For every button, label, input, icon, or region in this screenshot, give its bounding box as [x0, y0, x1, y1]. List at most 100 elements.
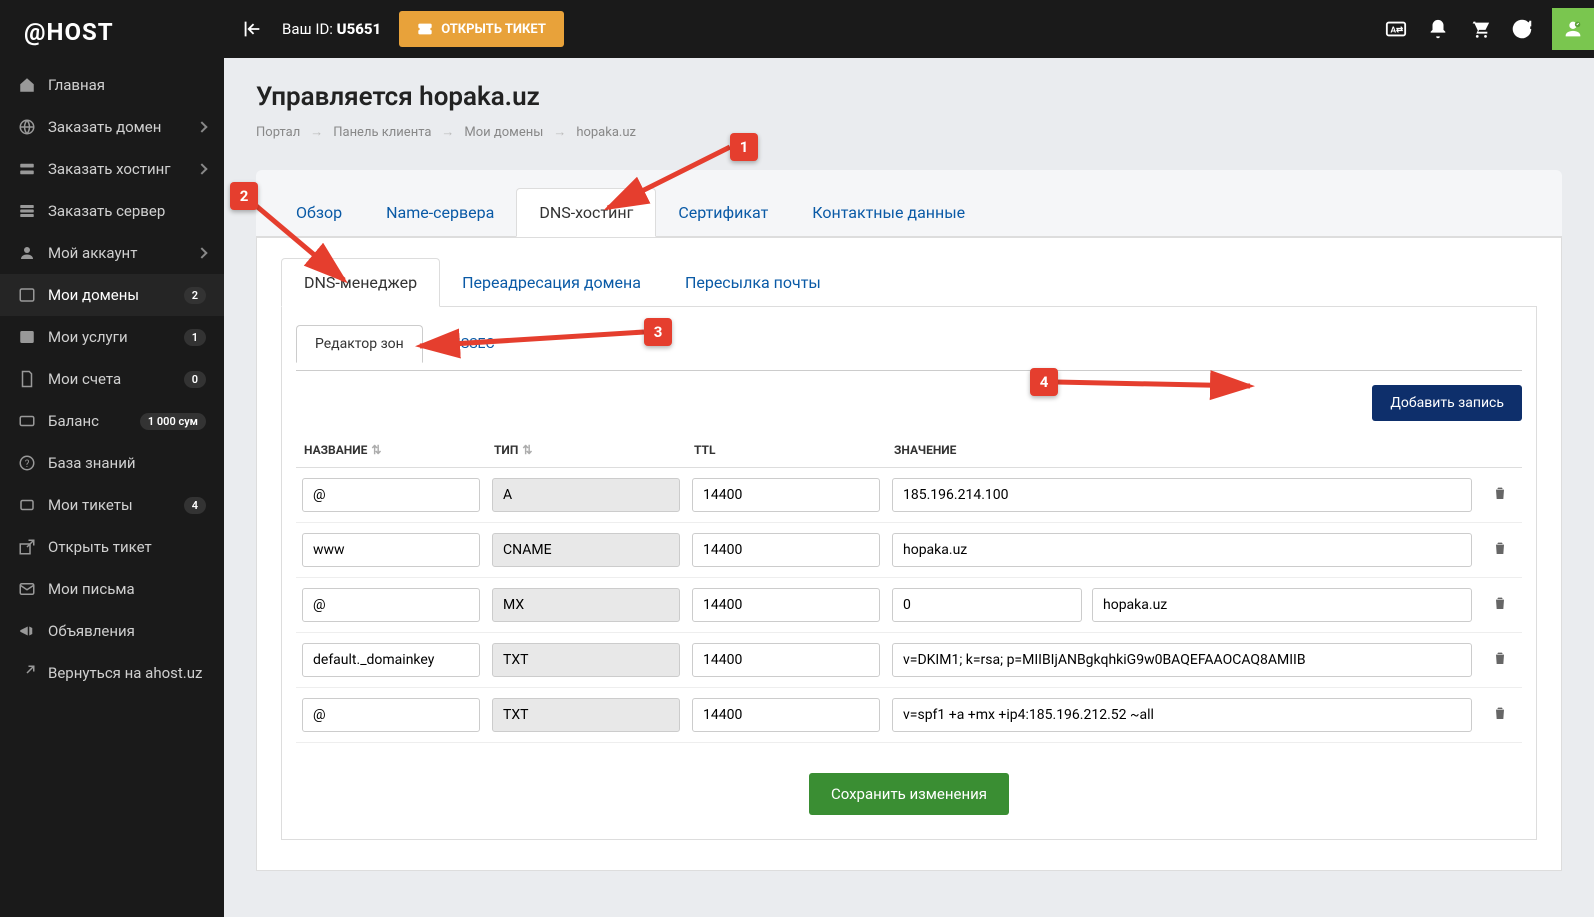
- sidebar-item[interactable]: Мои тикеты4: [0, 484, 224, 526]
- subpanel: Редактор зонDNSSEC Добавить запись НАЗВА…: [281, 307, 1537, 840]
- home-icon: [18, 76, 36, 94]
- announce-icon: [18, 622, 36, 640]
- inner-tabs: Редактор зонDNSSEC: [296, 325, 1522, 363]
- innertab[interactable]: DNSSEC: [423, 325, 514, 363]
- breadcrumb-item[interactable]: Портал: [256, 125, 300, 140]
- sidebar-item[interactable]: Заказать сервер: [0, 190, 224, 232]
- open-ticket-button[interactable]: ОТКРЫТЬ ТИКЕТ: [399, 11, 564, 47]
- sidebar-item[interactable]: Вернуться на ahost.uz: [0, 652, 224, 694]
- open-icon: [18, 538, 36, 556]
- dns-type-input[interactable]: [492, 478, 680, 512]
- exit-icon: [18, 664, 36, 682]
- sidebar-item-label: Вернуться на ahost.uz: [48, 664, 202, 682]
- sidebar-item-label: Открыть тикет: [48, 538, 152, 556]
- dns-value-input[interactable]: [892, 643, 1472, 677]
- table-row: [296, 523, 1522, 578]
- breadcrumb-item[interactable]: hopaka.uz: [576, 125, 636, 140]
- breadcrumb-item[interactable]: Панель клиента: [333, 125, 431, 140]
- breadcrumb-item[interactable]: Мои домены: [464, 125, 543, 140]
- delete-row-button[interactable]: [1492, 540, 1508, 560]
- dns-ttl-input[interactable]: [692, 478, 880, 512]
- sidebar-item-label: База знаний: [48, 454, 136, 472]
- tab-контактные данные[interactable]: Контактные данные: [790, 188, 987, 236]
- annotation-badge: 4: [1030, 368, 1058, 396]
- sidebar-item[interactable]: Мои письма: [0, 568, 224, 610]
- dns-value-input[interactable]: [892, 533, 1472, 567]
- tab-dns-хостинг[interactable]: DNS-хостинг: [516, 188, 656, 237]
- table-row: [296, 633, 1522, 688]
- dns-name-input[interactable]: [302, 643, 480, 677]
- th-ttl[interactable]: TTL: [686, 433, 886, 468]
- dns-name-input[interactable]: [302, 533, 480, 567]
- ticket-icon: [18, 496, 36, 514]
- dns-value-input[interactable]: [892, 698, 1472, 732]
- tab-сертификат[interactable]: Сертификат: [656, 188, 790, 236]
- dns-name-input[interactable]: [302, 698, 480, 732]
- save-changes-button[interactable]: Сохранить изменения: [809, 773, 1009, 815]
- dns-value-input[interactable]: [892, 478, 1472, 512]
- sidebar-item[interactable]: Заказать домен: [0, 106, 224, 148]
- dns-name-input[interactable]: [302, 588, 480, 622]
- add-record-button[interactable]: Добавить запись: [1372, 385, 1522, 421]
- dns-type-input[interactable]: [492, 533, 680, 567]
- subtab[interactable]: Переадресация домена: [440, 258, 663, 306]
- sidebar-item[interactable]: Мои домены2: [0, 274, 224, 316]
- subtab[interactable]: DNS-менеджер: [281, 258, 440, 307]
- sidebar-item[interactable]: Мои услуги1: [0, 316, 224, 358]
- sidebar-badge: 1: [184, 329, 206, 346]
- sidebar-item[interactable]: Мои счета0: [0, 358, 224, 400]
- sidebar-item[interactable]: Открыть тикет: [0, 526, 224, 568]
- annotation-badge: 2: [230, 182, 258, 210]
- collapse-sidebar-icon[interactable]: [240, 17, 264, 41]
- delete-row-button[interactable]: [1492, 650, 1508, 670]
- chevron-right-icon: [196, 247, 207, 258]
- sub-tabs: DNS-менеджерПереадресация доменаПересылк…: [281, 258, 1537, 307]
- dns-type-input[interactable]: [492, 588, 680, 622]
- wallet-icon: [18, 412, 36, 430]
- dns-ttl-input[interactable]: [692, 588, 880, 622]
- user-avatar-button[interactable]: [1552, 8, 1594, 50]
- subtab[interactable]: Пересылка почты: [663, 258, 843, 306]
- notification-bell-icon[interactable]: [1426, 17, 1450, 41]
- sidebar-item[interactable]: Объявления: [0, 610, 224, 652]
- dns-type-input[interactable]: [492, 643, 680, 677]
- table-row: [296, 468, 1522, 523]
- sidebar-item[interactable]: Главная: [0, 64, 224, 106]
- dns-priority-input[interactable]: [892, 588, 1082, 622]
- user-icon: [18, 244, 36, 262]
- refresh-icon[interactable]: [1510, 17, 1534, 41]
- tab-name-сервера[interactable]: Name-сервера: [364, 188, 516, 236]
- delete-row-button[interactable]: [1492, 485, 1508, 505]
- sidebar-item-label: Мои тикеты: [48, 496, 133, 514]
- cart-icon[interactable]: [1468, 17, 1492, 41]
- dns-type-input[interactable]: [492, 698, 680, 732]
- logo[interactable]: @HOST: [0, 0, 224, 64]
- dns-ttl-input[interactable]: [692, 533, 880, 567]
- sidebar-item[interactable]: Заказать хостинг: [0, 148, 224, 190]
- inner-panel: Добавить запись НАЗВАНИЕ⇅ ТИП⇅ TTL ЗНАЧЕ…: [296, 370, 1522, 815]
- th-type[interactable]: ТИП⇅: [486, 433, 686, 468]
- language-icon[interactable]: А⇄: [1384, 17, 1408, 41]
- dns-ttl-input[interactable]: [692, 643, 880, 677]
- server-icon: [18, 160, 36, 178]
- sidebar-item-label: Главная: [48, 76, 105, 94]
- server2-icon: [18, 202, 36, 220]
- sidebar-item[interactable]: Мой аккаунт: [0, 232, 224, 274]
- th-name[interactable]: НАЗВАНИЕ⇅: [296, 433, 486, 468]
- tab-обзор[interactable]: Обзор: [274, 188, 364, 236]
- sidebar: @HOST Главная Заказать доменЗаказать хост…: [0, 0, 224, 917]
- services-icon: [18, 328, 36, 346]
- delete-row-button[interactable]: [1492, 595, 1508, 615]
- delete-row-button[interactable]: [1492, 705, 1508, 725]
- sidebar-item[interactable]: Баланс1 000 сум: [0, 400, 224, 442]
- sidebar-item[interactable]: ?База знаний: [0, 442, 224, 484]
- dns-ttl-input[interactable]: [692, 698, 880, 732]
- dns-value-input[interactable]: [1092, 588, 1472, 622]
- svg-text:А⇄: А⇄: [1391, 26, 1404, 36]
- sidebar-item-label: Мой аккаунт: [48, 244, 137, 262]
- table-row: [296, 578, 1522, 633]
- dns-name-input[interactable]: [302, 478, 480, 512]
- sidebar-badge: 2: [184, 287, 206, 304]
- th-value[interactable]: ЗНАЧЕНИЕ: [886, 433, 1478, 468]
- innertab[interactable]: Редактор зон: [296, 325, 423, 363]
